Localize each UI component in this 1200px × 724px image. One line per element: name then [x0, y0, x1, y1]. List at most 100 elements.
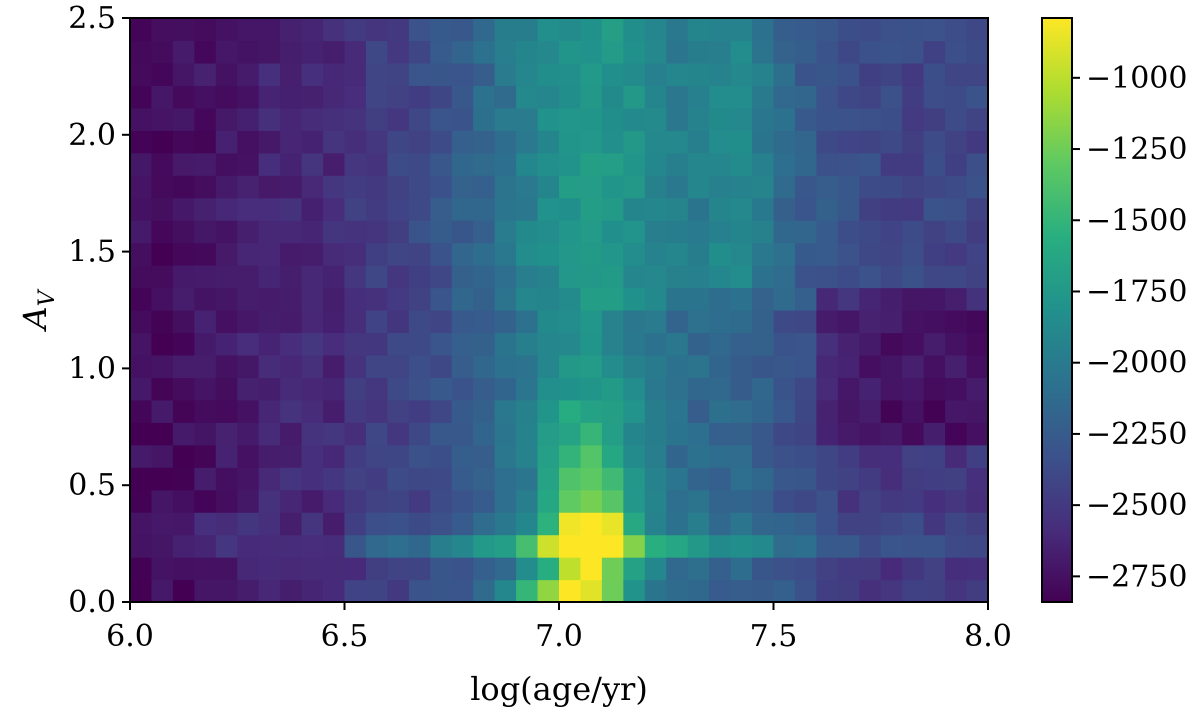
heatmap-cell: [945, 220, 968, 244]
heatmap-cell: [945, 512, 968, 536]
heatmap-cell: [151, 220, 174, 244]
heatmap-cell: [473, 62, 496, 86]
heatmap-cell: [816, 85, 839, 109]
heatmap-cell: [237, 579, 260, 603]
heatmap-cell: [344, 152, 367, 176]
heatmap-cell: [773, 444, 796, 468]
heatmap-cell: [559, 152, 582, 176]
heatmap-cell: [666, 287, 689, 311]
y-tick-label: 0.5: [68, 468, 116, 503]
heatmap-cell: [880, 175, 903, 199]
heatmap-cell: [215, 444, 238, 468]
heatmap-cell: [709, 377, 732, 401]
heatmap-cell: [880, 557, 903, 581]
heatmap-cell: [666, 197, 689, 221]
heatmap-cell: [280, 130, 303, 154]
heatmap-cell: [344, 175, 367, 199]
heatmap-cell: [215, 332, 238, 356]
heatmap-cell: [365, 377, 388, 401]
heatmap-cell: [516, 512, 539, 536]
heatmap-cell: [408, 444, 431, 468]
heatmap-cell: [623, 152, 646, 176]
heatmap-cell: [945, 40, 968, 64]
heatmap-cell: [752, 512, 775, 536]
heatmap-cell: [516, 444, 539, 468]
heatmap-cell: [408, 399, 431, 423]
heatmap-cell: [966, 40, 989, 64]
heatmap-cell: [580, 444, 603, 468]
heatmap-cell: [709, 40, 732, 64]
heatmap-cell: [816, 579, 839, 603]
heatmap-cell: [837, 354, 860, 378]
heatmap-cell: [237, 332, 260, 356]
heatmap-cell: [473, 422, 496, 446]
heatmap-cell: [966, 85, 989, 109]
heatmap-cell: [880, 85, 903, 109]
heatmap-cell: [408, 377, 431, 401]
heatmap-cell: [323, 534, 346, 558]
heatmap-cell: [687, 310, 710, 334]
heatmap-cell: [601, 377, 624, 401]
heatmap-cell: [194, 220, 217, 244]
heatmap-cell: [344, 265, 367, 289]
heatmap-cell: [451, 399, 474, 423]
heatmap-cell: [816, 310, 839, 334]
heatmap-cell: [902, 62, 925, 86]
heatmap-cell: [451, 220, 474, 244]
heatmap-cell: [945, 175, 968, 199]
heatmap-cell: [966, 220, 989, 244]
heatmap-cell: [902, 579, 925, 603]
heatmap-cell: [280, 534, 303, 558]
heatmap-cell: [301, 332, 324, 356]
heatmap-cell: [859, 354, 882, 378]
heatmap-cell: [537, 18, 560, 42]
heatmap-cell: [794, 175, 817, 199]
heatmap-cell: [945, 422, 968, 446]
heatmap-cell: [580, 85, 603, 109]
heatmap-cell: [752, 40, 775, 64]
heatmap-cell: [601, 175, 624, 199]
heatmap-cell: [601, 85, 624, 109]
heatmap-cell: [902, 130, 925, 154]
heatmap-cell: [451, 310, 474, 334]
heatmap-cell: [709, 175, 732, 199]
heatmap-cell: [130, 489, 153, 513]
heatmap-cell: [408, 534, 431, 558]
heatmap-cell: [902, 18, 925, 42]
heatmap-cell: [494, 354, 517, 378]
heatmap-cell: [194, 422, 217, 446]
heatmap-cell: [559, 354, 582, 378]
heatmap-cell: [859, 467, 882, 491]
heatmap-cell: [516, 18, 539, 42]
heatmap-cell: [301, 377, 324, 401]
heatmap-cell: [752, 265, 775, 289]
heatmap-cell: [280, 354, 303, 378]
heatmap-cell: [301, 512, 324, 536]
heatmap-cell: [258, 265, 281, 289]
heatmap-cell: [794, 579, 817, 603]
heatmap-cell: [687, 534, 710, 558]
heatmap-cell: [258, 287, 281, 311]
heatmap-cell: [537, 444, 560, 468]
heatmap-cell: [644, 85, 667, 109]
heatmap-cell: [859, 332, 882, 356]
heatmap-cell: [365, 152, 388, 176]
heatmap-cell: [237, 512, 260, 536]
heatmap-cell: [859, 62, 882, 86]
heatmap-cell: [687, 579, 710, 603]
heatmap-cell: [408, 197, 431, 221]
heatmap-cell: [430, 422, 453, 446]
heatmap-cell: [365, 422, 388, 446]
heatmap-cell: [151, 175, 174, 199]
heatmap-cell: [709, 265, 732, 289]
heatmap-cell: [816, 287, 839, 311]
heatmap-cell: [880, 489, 903, 513]
heatmap-cell: [816, 18, 839, 42]
heatmap-cell: [816, 489, 839, 513]
heatmap-cell: [430, 62, 453, 86]
heatmap-cell: [923, 377, 946, 401]
heatmap-cell: [494, 197, 517, 221]
colorbar-tick-label: −2250: [1086, 417, 1187, 452]
heatmap-cell: [644, 444, 667, 468]
heatmap-cell: [880, 467, 903, 491]
